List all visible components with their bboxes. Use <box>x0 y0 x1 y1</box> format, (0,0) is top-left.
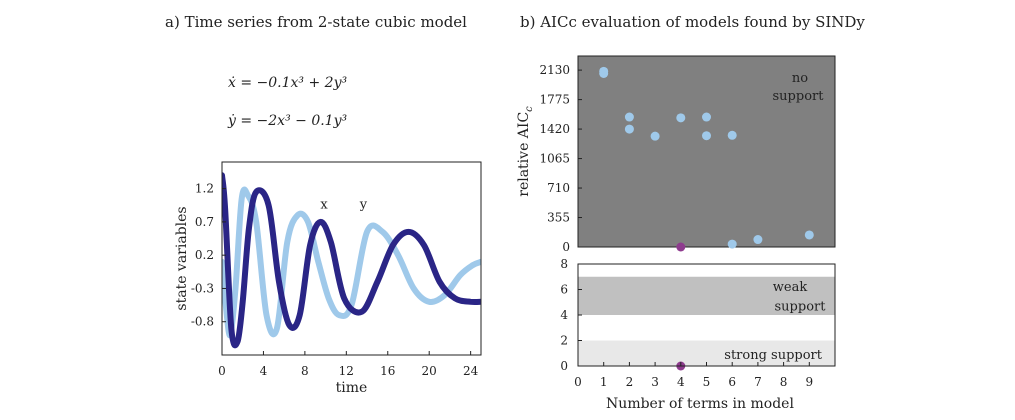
x-axis-label: time <box>336 380 368 396</box>
x-tick-label: 4 <box>677 375 685 389</box>
y-tick-label: 1420 <box>539 122 570 136</box>
best-model-point <box>676 242 686 252</box>
aic-point <box>624 124 634 134</box>
aic-point <box>650 131 660 141</box>
y-tick-label: 0 <box>560 359 568 373</box>
x-tick-label: 20 <box>422 364 437 378</box>
no-support-label: no support <box>773 71 825 104</box>
x-axis-label: Number of terms in model <box>606 396 794 412</box>
no-support-line-1: no <box>792 71 808 86</box>
x-tick-label: 12 <box>339 364 354 378</box>
x-tick-label: 16 <box>380 364 395 378</box>
x-tick-label: 9 <box>805 375 813 389</box>
x-tick-label: 0 <box>218 364 226 378</box>
time-series-plot: x y 0 4 8 12 16 20 24 1.2 0.7 0.2 -0.3 -0.8 time state … <box>174 161 482 396</box>
y-tick-label: 6 <box>560 283 568 297</box>
y-tick-label: 0 <box>562 240 570 254</box>
weak-support-label-2: support <box>775 300 827 315</box>
aic-point <box>676 113 686 123</box>
series-y-line <box>222 186 481 339</box>
x-tick-label: 0 <box>574 375 582 389</box>
aic-point <box>727 239 737 249</box>
weak-support-label-1: weak <box>773 280 808 295</box>
y-tick-label: 1065 <box>539 152 570 166</box>
y-tick-label: 0.7 <box>195 215 214 229</box>
y-tick-label: 4 <box>560 308 568 322</box>
equation-x: ẋ = −0.1x³ + 2y³ <box>228 75 347 91</box>
y-tick-label: -0.8 <box>191 315 214 329</box>
x-tick-label: 24 <box>463 364 479 378</box>
strong-support-band <box>578 340 835 366</box>
y-tick-label: 2130 <box>539 63 570 77</box>
series-x-label: x <box>320 198 328 213</box>
aic-scatter-plot: 0 355 710 1065 1420 1775 2130 no support relative… <box>516 55 836 254</box>
panel-b-title: b) AICc evaluation of models found by SI… <box>520 13 865 31</box>
y-axis-label-sub: c <box>524 106 535 112</box>
y-tick-label: -0.3 <box>191 281 214 295</box>
plot-a-frame <box>221 161 482 356</box>
y-tick-label: 1.2 <box>195 182 214 196</box>
panel-a-title: a) Time series from 2-state cubic model <box>165 13 467 31</box>
y-axis-label: state variables <box>174 206 190 310</box>
y-tick-label: 355 <box>547 211 570 225</box>
aic-point <box>624 112 634 122</box>
x-tick-label: 7 <box>754 375 762 389</box>
series-x-line <box>222 172 481 349</box>
aic-point <box>702 131 711 141</box>
weak-support-band <box>578 276 835 315</box>
y-axis-label: relative AICc <box>516 106 535 197</box>
y-tick-label: 8 <box>560 257 568 271</box>
aic-point <box>702 112 711 122</box>
aic-point <box>804 230 814 240</box>
aic-zoom-plot: weak support strong support 0 2 4 6 8 0 1 2 3 4 5 6 7 8 9… <box>560 257 836 412</box>
aic-point <box>727 130 737 140</box>
strong-support-label: strong support <box>724 348 822 363</box>
y-tick-label: 2 <box>560 334 568 348</box>
aic-point <box>753 235 763 245</box>
y-tick-label: 710 <box>547 181 570 195</box>
x-tick-label: 3 <box>651 375 659 389</box>
y-tick-label: 1775 <box>539 93 570 107</box>
no-support-line-2: support <box>773 89 825 104</box>
x-tick-label: 5 <box>703 375 711 389</box>
y-axis-label-main: relative AIC <box>516 112 532 197</box>
x-tick-label: 4 <box>260 364 268 378</box>
x-tick-label: 2 <box>626 375 634 389</box>
x-tick-label: 8 <box>301 364 309 378</box>
equation-y: ẏ = −2x³ − 0.1y³ <box>227 113 347 129</box>
series-y-label: y <box>359 198 368 213</box>
x-tick-label: 6 <box>728 375 736 389</box>
x-tick-label: 1 <box>600 375 608 389</box>
y-tick-label: 0.2 <box>195 248 214 262</box>
plot-b-top-background <box>577 55 836 248</box>
x-tick-label: 8 <box>780 375 788 389</box>
aic-point <box>599 68 609 78</box>
